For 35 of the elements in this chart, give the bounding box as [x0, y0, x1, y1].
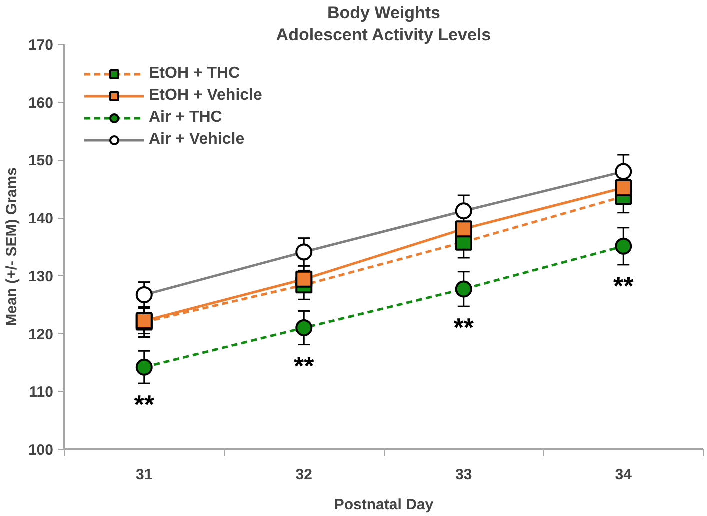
point: [615, 163, 632, 180]
chart-subtitle: Adolescent Activity Levels: [276, 26, 492, 44]
legend-label: EtOH + THC: [149, 65, 240, 83]
y-tick-label: 170: [28, 37, 54, 54]
y-tick-label: 100: [28, 442, 54, 459]
x-tick-label: 34: [615, 466, 633, 484]
x-axis-title: Postnatal Day: [334, 496, 434, 514]
point: [455, 280, 472, 298]
point: [296, 270, 313, 288]
annotation: **: [454, 312, 475, 343]
point: [455, 202, 472, 220]
y-tick-label: 110: [29, 384, 54, 402]
point: [296, 244, 313, 261]
x-tick-label: 31: [136, 466, 153, 484]
y-tick-label: 150: [28, 152, 54, 170]
y-axis-title: Mean (+/- SEM) Grams: [3, 168, 20, 326]
legend-label: EtOH + Vehicle: [149, 87, 262, 105]
y-tick-label: 140: [28, 210, 54, 228]
point: [136, 358, 153, 376]
point: [455, 220, 472, 238]
annotation: **: [134, 390, 156, 420]
legend-label: Air + Vehicle: [149, 131, 245, 149]
point: [615, 179, 632, 196]
point: [296, 320, 313, 336]
point: [136, 286, 153, 304]
y-tick-label: 120: [28, 326, 54, 344]
x-tick-label: 33: [456, 466, 472, 484]
y-tick-label: 160: [28, 94, 54, 112]
point: [615, 238, 632, 255]
annotation: **: [614, 270, 635, 301]
x-tick-label: 32: [296, 466, 312, 484]
annotation: **: [294, 350, 316, 381]
y-tick-label: 130: [28, 268, 54, 286]
chart-title: Body Weights: [327, 4, 441, 22]
legend-label: Air + THC: [149, 109, 222, 127]
